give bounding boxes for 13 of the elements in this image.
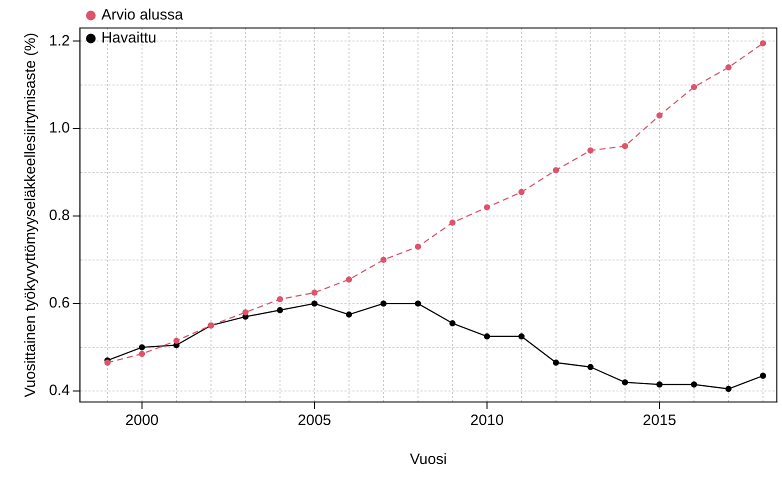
x-tick-label: 2005 — [298, 412, 332, 430]
y-tick-label: 1.2 — [48, 32, 70, 50]
y-tick-label: 0.6 — [48, 294, 70, 312]
legend-label: Arvio alussa — [101, 6, 184, 24]
legend-label: Havaittu — [101, 30, 156, 47]
y-axis-title: Vuosittainen työkyvyttömyyseläkkeellesiirtymisaste (%) — [22, 32, 40, 398]
x-tick-label: 2010 — [470, 412, 504, 430]
x-tick-label: 2015 — [642, 412, 676, 430]
x-axis-title: Vuosi — [410, 451, 447, 468]
x-tick-label: 2000 — [125, 412, 159, 430]
y-tick-label: 1.0 — [48, 120, 70, 137]
y-tick-label: 0.8 — [48, 207, 70, 224]
y-tick-label: 0.4 — [48, 382, 70, 400]
